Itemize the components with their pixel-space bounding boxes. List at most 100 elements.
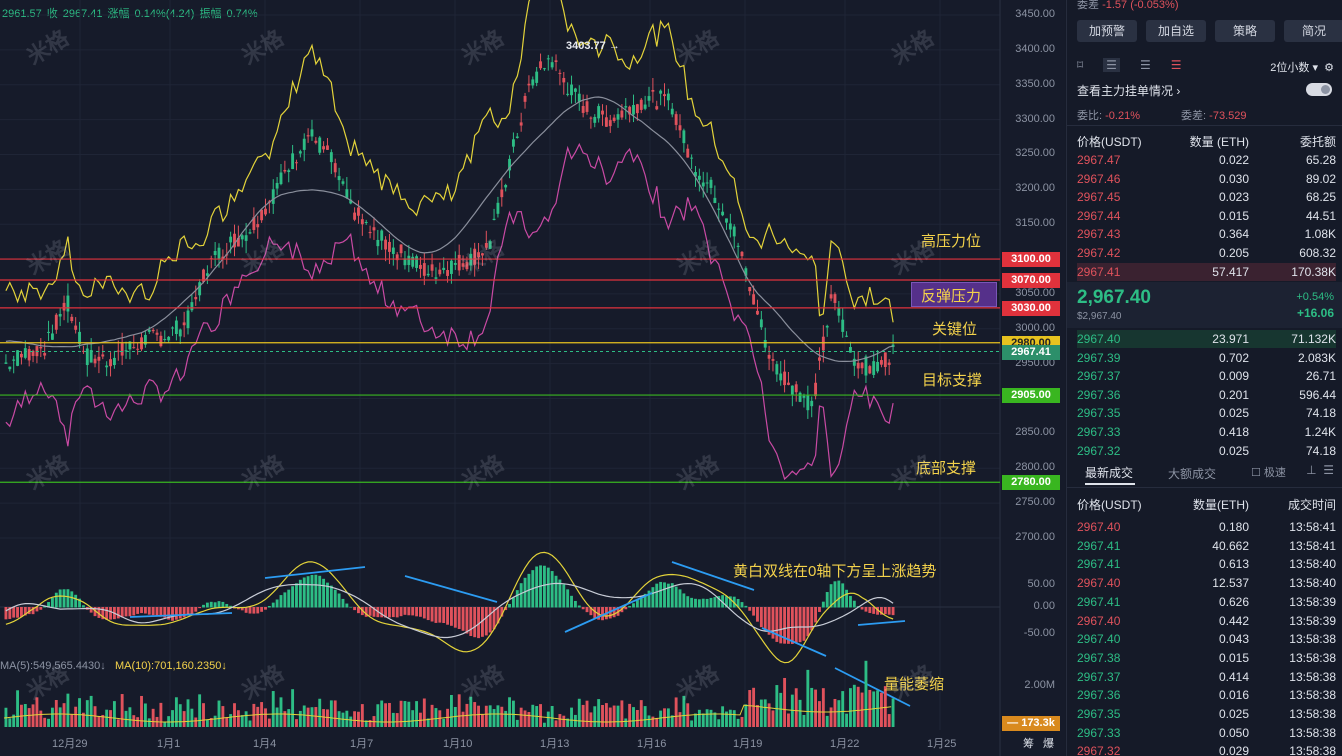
candle-body [399, 244, 403, 254]
bookmark-icon[interactable]: ⌑ [1077, 58, 1084, 72]
volume-bar [690, 720, 694, 727]
volume-bar [570, 707, 573, 727]
candle-body [58, 313, 62, 317]
macd-dea-line [5, 582, 894, 639]
trade-row[interactable]: 2967.37 0.414 13:58:38 [1077, 668, 1336, 686]
fast-mode-checkbox[interactable]: ☐ 极速 [1251, 467, 1286, 479]
ask-row[interactable]: 2967.43 0.364 1.08K [1077, 225, 1336, 243]
asks-only-icon[interactable]: ☰ [1170, 58, 1182, 72]
ask-row[interactable]: 2967.47 0.022 65.28 [1077, 151, 1336, 169]
ask-row[interactable]: 2967.45 0.023 68.25 [1077, 188, 1336, 206]
tab-large-trades[interactable]: 大额成交 [1168, 467, 1217, 481]
candle-body [50, 333, 54, 340]
volume-bar [221, 706, 225, 727]
alert-button[interactable]: 加预警 [1077, 20, 1137, 42]
amount-cell: 26.71 [1305, 369, 1336, 384]
volume-bar [388, 702, 391, 727]
tab-latest-trades[interactable]: 最新成交 [1085, 466, 1134, 480]
price-cell: 2967.38 [1077, 650, 1121, 665]
macd-bar [8, 607, 12, 619]
bid-row[interactable]: 2967.32 0.025 74.18 [1077, 442, 1336, 460]
macd-bar [849, 595, 852, 608]
bid-row[interactable]: 2967.33 0.418 1.24K [1077, 423, 1336, 441]
ask-row[interactable]: 2967.44 0.015 44.51 [1077, 207, 1336, 225]
trade-row[interactable]: 2967.32 0.029 13:58:38 [1077, 742, 1336, 756]
volume-bar [132, 715, 136, 727]
candle-body [550, 62, 554, 68]
macd-bar [783, 607, 787, 644]
trade-row[interactable]: 2967.41 40.662 13:58:41 [1077, 537, 1336, 555]
bid-row[interactable]: 2967.40 23.971 71.132K [1077, 330, 1336, 348]
amount-cell: 13:58:38 [1289, 632, 1336, 647]
trade-row[interactable]: 2967.35 0.025 13:58:38 [1077, 705, 1336, 723]
book-view-icons: ⌑ ☰ ☰ ☰ [1077, 58, 1181, 72]
bid-row[interactable]: 2967.39 0.702 2.083K [1077, 349, 1336, 367]
volume-bar [298, 710, 302, 727]
settings-icon[interactable]: ⚙ [1324, 62, 1334, 74]
macd-bar [101, 607, 105, 620]
candle-body [496, 202, 500, 214]
main-orders-toggle[interactable] [1306, 83, 1332, 96]
trade-row[interactable]: 2967.41 0.626 13:58:39 [1077, 593, 1336, 611]
volume-bar [291, 689, 295, 727]
watchlist-button[interactable]: 加自选 [1146, 20, 1206, 42]
price-chart[interactable]: 2961.57 收 2967.41 涨幅 0.14%(4.24) 振幅 0.74% 3450… [0, 0, 1065, 756]
volume-bar [674, 697, 678, 727]
price-cell: 2967.35 [1077, 707, 1121, 721]
summary-button[interactable]: 简况 [1284, 20, 1342, 42]
volume-bar [240, 715, 244, 727]
trade-row[interactable]: 2967.40 0.442 13:58:39 [1077, 612, 1336, 630]
volume-bar [264, 708, 267, 727]
decimals-select[interactable]: 2位小数 ▾ ⚙ [1270, 62, 1334, 74]
quantity-cell: 0.364 [1218, 227, 1249, 242]
volume-bar [806, 669, 810, 727]
candle-body [380, 230, 384, 241]
bid-row[interactable]: 2967.35 0.025 74.18 [1077, 404, 1336, 422]
volume-bar [814, 689, 818, 727]
trade-row[interactable]: 2967.40 0.043 13:58:38 [1077, 630, 1336, 648]
macd-bar [446, 607, 449, 625]
trade-row[interactable]: 2967.40 12.537 13:58:40 [1077, 574, 1336, 592]
both-sides-icon[interactable]: ☰ [1103, 58, 1120, 72]
candle-body [333, 163, 337, 173]
macd-bar [368, 607, 372, 616]
bid-row[interactable]: 2967.37 0.009 26.71 [1077, 367, 1336, 385]
macd-bar [345, 603, 349, 608]
main-orders-link[interactable]: 查看主力挂单情况 › [1077, 84, 1181, 98]
volume-bar [225, 717, 229, 727]
axis-tool-label[interactable]: 筹 [1023, 738, 1034, 750]
trade-row[interactable]: 2967.36 0.016 13:58:38 [1077, 686, 1336, 704]
bids-only-icon[interactable]: ☰ [1139, 58, 1151, 72]
candle-body [542, 68, 546, 70]
ask-row[interactable]: 2967.46 0.030 89.02 [1077, 170, 1336, 188]
macd-bar [306, 576, 310, 608]
ask-row[interactable]: 2967.41 57.417 170.38K [1077, 262, 1336, 281]
volume-bar [880, 692, 883, 727]
axis-tool-label[interactable]: 爆 [1043, 738, 1054, 750]
strategy-button[interactable]: 策略 [1215, 20, 1275, 42]
ask-row[interactable]: 2967.42 0.205 608.32 [1077, 244, 1336, 262]
trade-row[interactable]: 2967.33 0.050 13:58:38 [1077, 724, 1336, 742]
macd-bar [647, 590, 651, 608]
volume-bar [845, 713, 849, 727]
trade-row[interactable]: 2967.41 0.613 13:58:40 [1077, 555, 1336, 573]
y-tick-label: 3000.00 [1015, 321, 1055, 334]
trade-row[interactable]: 2967.40 0.180 13:58:41 [1077, 518, 1336, 536]
quantity-cell: 0.702 [1218, 350, 1249, 365]
macd-bar [562, 584, 566, 608]
bid-row[interactable]: 2967.36 0.201 596.44 [1077, 386, 1336, 404]
volume-bar [74, 706, 78, 727]
annot-target-support: 目标支撑 [922, 372, 983, 389]
trend-arrow [404, 575, 498, 603]
trade-row[interactable]: 2967.38 0.015 13:58:38 [1077, 649, 1336, 667]
quantity-cell: 0.015 [1218, 650, 1249, 665]
candle-body [446, 270, 449, 276]
volume-bar [624, 718, 628, 727]
trade-filter-icons[interactable]: ⊥ ☰ [1306, 463, 1334, 477]
quantity-cell: 0.626 [1218, 594, 1249, 609]
macd-bar [523, 577, 527, 608]
candle-body [845, 335, 849, 337]
volume-bar [43, 717, 47, 727]
volume-bar [217, 700, 221, 727]
macd-bar [728, 596, 732, 608]
